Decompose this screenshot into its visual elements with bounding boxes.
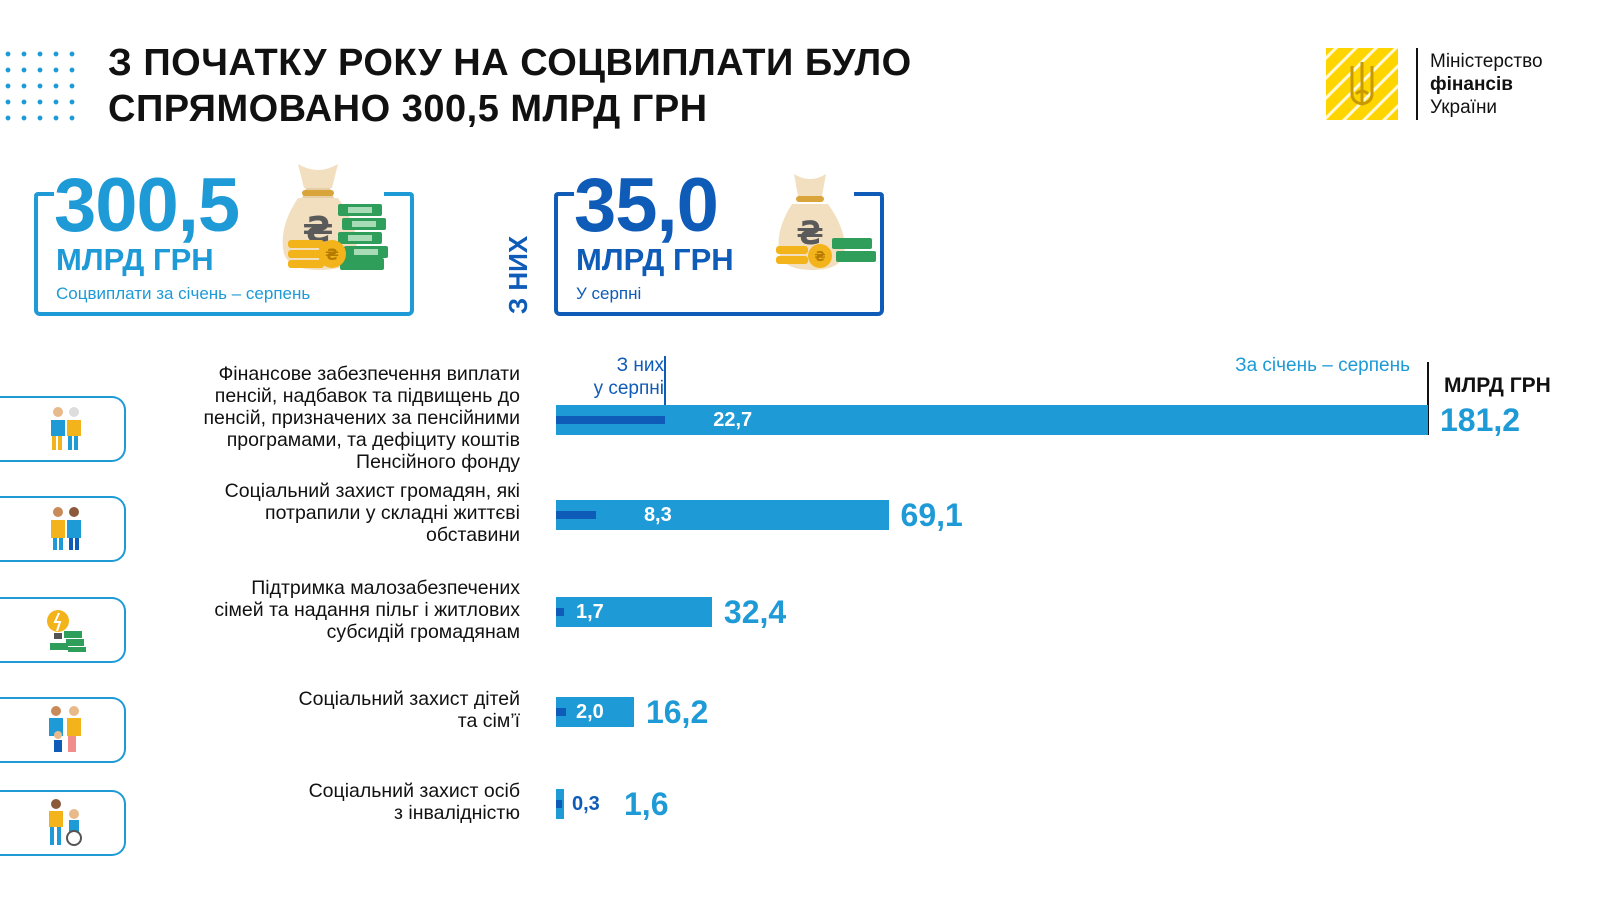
row-label: Підтримка малозабезпечених сімей та надан… bbox=[110, 577, 520, 643]
trident-emblem-icon bbox=[1326, 48, 1398, 120]
money-bag-icon: ₴ ₴ bbox=[776, 174, 876, 270]
row-label-line: субсидій громадянам bbox=[326, 621, 520, 643]
row-label-line: обставини bbox=[425, 524, 520, 546]
logo-line-2: фінансів bbox=[1430, 74, 1513, 95]
total-unit: МЛРД ГРН bbox=[56, 242, 214, 277]
bar-august bbox=[556, 416, 666, 424]
bar-august-label: 1,7 bbox=[576, 601, 604, 623]
row-label: Соціальний захист дітей та сім’ї bbox=[110, 688, 520, 732]
chart-unit-label: МЛРД ГРН bbox=[1444, 374, 1551, 397]
legend-total-marker bbox=[1427, 362, 1429, 435]
row-label-line: програмами, та дефіциту коштів bbox=[226, 429, 520, 451]
svg-text:₴: ₴ bbox=[325, 245, 339, 264]
row-icon-box bbox=[0, 697, 126, 763]
bar-total-label: 1,6 bbox=[624, 786, 669, 822]
row-icon-box bbox=[0, 790, 126, 856]
row-label-line: пенсій, надбавок та підвищень до bbox=[214, 385, 520, 407]
row-label-line: Соціальний захист осіб bbox=[308, 780, 520, 802]
row-label-line: Соціальний захист дітей bbox=[298, 688, 520, 710]
legend-total: За січень – серпень bbox=[1235, 355, 1410, 376]
row-label-line: з інвалідністю bbox=[394, 802, 520, 824]
money-bag-icon: ₴ ₴ bbox=[282, 164, 388, 270]
total-caption: Соцвиплати за січень – серпень bbox=[56, 284, 311, 303]
page-title: З ПОЧАТКУ РОКУ НА СОЦВИПЛАТИ БУЛО СПРЯМО… bbox=[108, 40, 912, 132]
row-icon-box bbox=[0, 396, 126, 462]
bar-august bbox=[556, 608, 565, 616]
wheelchair-icon bbox=[49, 799, 82, 846]
bar-total bbox=[556, 697, 634, 727]
bar-august-label: 22,7 bbox=[713, 409, 753, 431]
logo-text: Міністерство фінансів України bbox=[1430, 50, 1543, 119]
bar-august-label: 8,3 bbox=[643, 504, 672, 526]
bar-total bbox=[556, 597, 712, 627]
elderly-couple-icon bbox=[51, 407, 81, 450]
title-line-1: З ПОЧАТКУ РОКУ НА СОЦВИПЛАТИ БУЛО bbox=[108, 42, 912, 84]
row-label-line: Соціальний захист громадян, які bbox=[224, 480, 520, 502]
bar-total bbox=[556, 405, 1428, 435]
bar-august-label: 2,0 bbox=[576, 701, 604, 723]
bar-total-label: 69,1 bbox=[900, 497, 963, 533]
decorative-dots bbox=[0, 46, 80, 126]
august-caption: У серпні bbox=[576, 284, 642, 303]
row-icon-box bbox=[0, 496, 126, 562]
row-icon-box bbox=[0, 597, 126, 663]
of-them-label: З НИХ bbox=[502, 235, 533, 315]
logo-divider bbox=[1416, 48, 1418, 120]
bar-total-label: 16,2 bbox=[645, 694, 709, 730]
lightbulb-money-icon bbox=[47, 610, 86, 652]
bar-total bbox=[556, 500, 889, 530]
total-value: 300,5 bbox=[54, 163, 240, 248]
row-label: Соціальний захист громадян, які потрапили… bbox=[110, 480, 520, 546]
people-support-icon bbox=[51, 507, 81, 550]
logo-line-3: України bbox=[1430, 97, 1498, 118]
row-label: Фінансове забезпечення виплати пенсій, на… bbox=[110, 363, 520, 473]
row-label-line: пенсій, призначених за пенсійними bbox=[203, 407, 520, 429]
title-line-2: СПРЯМОВАНО 300,5 МЛРД ГРН bbox=[108, 88, 708, 130]
legend-august-marker bbox=[664, 356, 667, 435]
bar-august bbox=[556, 800, 562, 808]
row-label-line: Підтримка малозабезпечених bbox=[251, 577, 520, 599]
bar-total-label: 32,4 bbox=[723, 594, 787, 630]
logo-line-1: Міністерство bbox=[1430, 51, 1543, 72]
ministry-logo: Міністерство фінансів України bbox=[1326, 48, 1598, 124]
august-value: 35,0 bbox=[574, 163, 719, 248]
row-label-line: Пенсійного фонду bbox=[356, 451, 520, 473]
row-label-line: сімей та надання пільг і житлових bbox=[214, 599, 520, 621]
legend-august: З них у серпні bbox=[593, 355, 664, 399]
row-label-line: та сім’ї bbox=[457, 710, 520, 732]
row-label: Соціальний захист осіб з інвалідністю bbox=[110, 780, 520, 824]
row-label-line: Фінансове забезпечення виплати bbox=[218, 363, 520, 385]
bar-august bbox=[556, 708, 566, 716]
bar-total-label: 181,2 bbox=[1440, 402, 1521, 438]
bar-august bbox=[556, 511, 596, 519]
summary-card-august: 35,0 МЛРД ГРН У серпні bbox=[554, 166, 884, 316]
summary-card-total: 300,5 МЛРД ГРН Соцвиплати за січень – се… bbox=[34, 166, 414, 316]
svg-text:₴: ₴ bbox=[814, 250, 825, 265]
bar-august-label: 0,3 bbox=[572, 793, 600, 815]
family-icon bbox=[49, 706, 81, 752]
august-unit: МЛРД ГРН bbox=[576, 242, 734, 277]
row-label-line: потрапили у складні життєві bbox=[265, 502, 520, 524]
